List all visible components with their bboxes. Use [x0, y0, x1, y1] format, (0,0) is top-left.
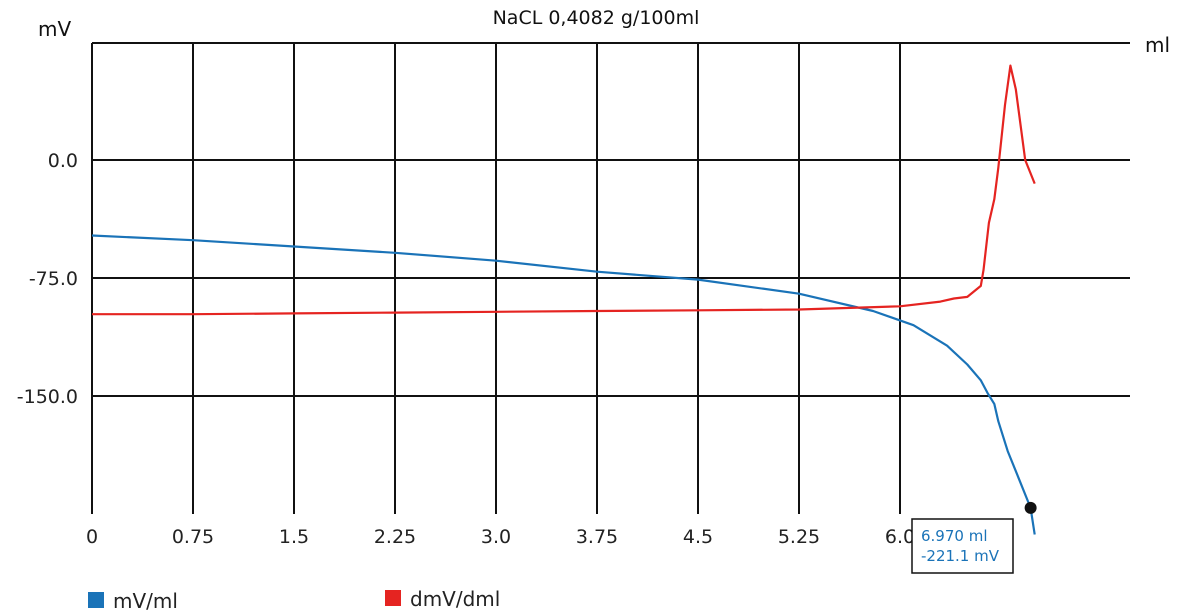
x-tick-label: 1.5	[279, 526, 309, 548]
x-tick-label: 0	[86, 526, 98, 548]
grid-lines	[92, 43, 1130, 514]
tooltip-line: -221.1 mV	[921, 547, 1000, 565]
y-tick-label: 0.0	[48, 150, 78, 172]
x-tick-label: 3.75	[576, 526, 618, 548]
x-tick-label: 3.0	[481, 526, 511, 548]
series-line-mv	[92, 236, 1035, 535]
y-axis-unit: mV	[38, 17, 71, 41]
legend-label-mv: mV/ml	[113, 589, 178, 612]
series-line-dmv	[92, 66, 1035, 315]
selected-point-marker	[1025, 502, 1037, 514]
legend: mV/ml dmV/dml	[88, 587, 500, 612]
x-tick-label: 2.25	[374, 526, 416, 548]
x-tick-label: 6.0	[885, 526, 915, 548]
x-tick-label: 0.75	[172, 526, 214, 548]
legend-label-dmv: dmV/dml	[410, 587, 500, 611]
axis-labels: 0.0 -75.0 -150.0 0 0.75 1.5 2.25 3.0 3.75 4.5 5.25…	[17, 150, 1007, 548]
chart-title: NaCL 0,4082 g/100ml	[493, 7, 700, 29]
x-tick-label: 4.5	[683, 526, 713, 548]
series-lines	[92, 66, 1035, 535]
legend-swatch-dmv	[385, 590, 401, 606]
y-tick-label: -75.0	[29, 268, 78, 290]
point-tooltip: 6.970 ml -221.1 mV	[912, 502, 1037, 573]
legend-swatch-mv	[88, 592, 104, 608]
y-tick-label: -150.0	[17, 386, 78, 408]
x-tick-label: 5.25	[778, 526, 820, 548]
tooltip-line: 6.970 ml	[921, 527, 988, 545]
x-axis-unit: ml	[1145, 33, 1170, 57]
